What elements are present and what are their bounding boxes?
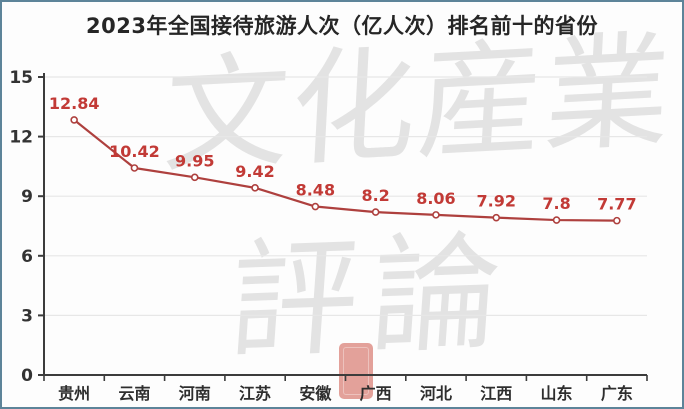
x-axis-label: 贵州 — [58, 384, 90, 403]
y-axis-label: 9 — [21, 187, 33, 207]
x-axis-label: 江苏 — [239, 384, 271, 403]
data-label: 10.42 — [109, 142, 160, 161]
x-axis-label: 广东 — [601, 384, 633, 403]
x-axis-label: 安徽 — [299, 384, 332, 403]
data-label: 7.8 — [542, 194, 570, 213]
data-point-marker — [492, 213, 501, 222]
data-label: 9.95 — [175, 151, 214, 170]
data-label: 8.2 — [361, 186, 389, 205]
data-label: 9.42 — [235, 162, 274, 181]
y-axis-label: 12 — [9, 128, 33, 148]
chart-title: 2023年全国接待旅游人次（亿人次）排名前十的省份 — [86, 14, 598, 38]
data-label: 12.84 — [49, 94, 100, 113]
x-axis-label: 广西 — [360, 384, 392, 403]
data-label: 8.06 — [416, 189, 455, 208]
y-axis-label: 15 — [9, 68, 33, 88]
x-axis-label: 河南 — [179, 384, 211, 403]
data-point-marker — [70, 116, 78, 124]
data-point-marker — [613, 216, 621, 225]
x-axis-label: 山东 — [541, 384, 573, 403]
data-point-marker — [371, 208, 380, 216]
data-point-marker — [190, 173, 199, 182]
x-axis-label: 云南 — [118, 384, 150, 403]
data-label: 8.48 — [296, 181, 335, 200]
series-line — [73, 118, 618, 222]
data-point-marker — [432, 211, 440, 219]
x-axis-label: 江西 — [480, 384, 512, 403]
data-point-marker — [130, 164, 139, 172]
data-label: 7.92 — [477, 192, 516, 211]
data-point-marker — [251, 184, 259, 192]
y-axis-label: 3 — [21, 306, 33, 326]
data-point-marker — [311, 202, 320, 211]
y-axis-label: 0 — [21, 366, 33, 386]
y-axis-label: 6 — [21, 247, 33, 267]
data-point-marker — [552, 216, 561, 224]
x-axis-label: 河北 — [420, 384, 452, 403]
data-label: 7.77 — [597, 195, 636, 214]
